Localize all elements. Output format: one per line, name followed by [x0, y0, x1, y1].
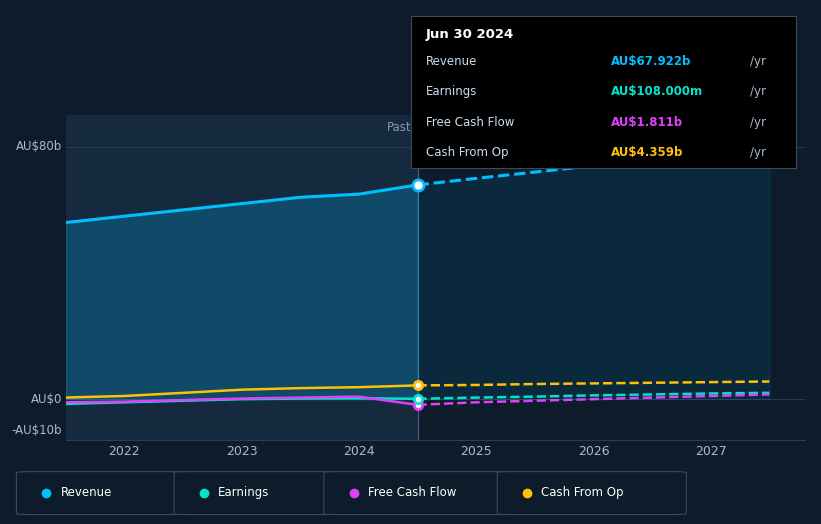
Text: Revenue: Revenue: [61, 486, 112, 499]
Text: AU$4.359b: AU$4.359b: [611, 146, 684, 159]
Text: AU$0: AU$0: [30, 392, 62, 406]
Text: Analysts Forecasts: Analysts Forecasts: [424, 121, 534, 134]
Text: Earnings: Earnings: [218, 486, 269, 499]
Text: Past: Past: [387, 121, 411, 134]
FancyBboxPatch shape: [174, 472, 340, 515]
Text: AU$1.811b: AU$1.811b: [611, 116, 683, 128]
Text: Cash From Op: Cash From Op: [426, 146, 508, 159]
Text: /yr: /yr: [750, 146, 766, 159]
Text: AU$80b: AU$80b: [16, 140, 62, 154]
Text: -AU$10b: -AU$10b: [11, 424, 62, 437]
Text: Revenue: Revenue: [426, 55, 477, 68]
Bar: [66, 115, 418, 440]
FancyBboxPatch shape: [16, 472, 182, 515]
Text: AU$67.922b: AU$67.922b: [611, 55, 691, 68]
Text: AU$108.000m: AU$108.000m: [611, 85, 704, 98]
Text: Free Cash Flow: Free Cash Flow: [426, 116, 514, 128]
Text: Cash From Op: Cash From Op: [541, 486, 624, 499]
Text: Jun 30 2024: Jun 30 2024: [426, 28, 514, 41]
Text: /yr: /yr: [750, 116, 766, 128]
FancyBboxPatch shape: [498, 472, 686, 515]
Bar: [418, 115, 805, 440]
Text: Earnings: Earnings: [426, 85, 477, 98]
Text: /yr: /yr: [750, 55, 766, 68]
FancyBboxPatch shape: [323, 472, 513, 515]
Text: Free Cash Flow: Free Cash Flow: [368, 486, 456, 499]
Text: /yr: /yr: [750, 85, 766, 98]
